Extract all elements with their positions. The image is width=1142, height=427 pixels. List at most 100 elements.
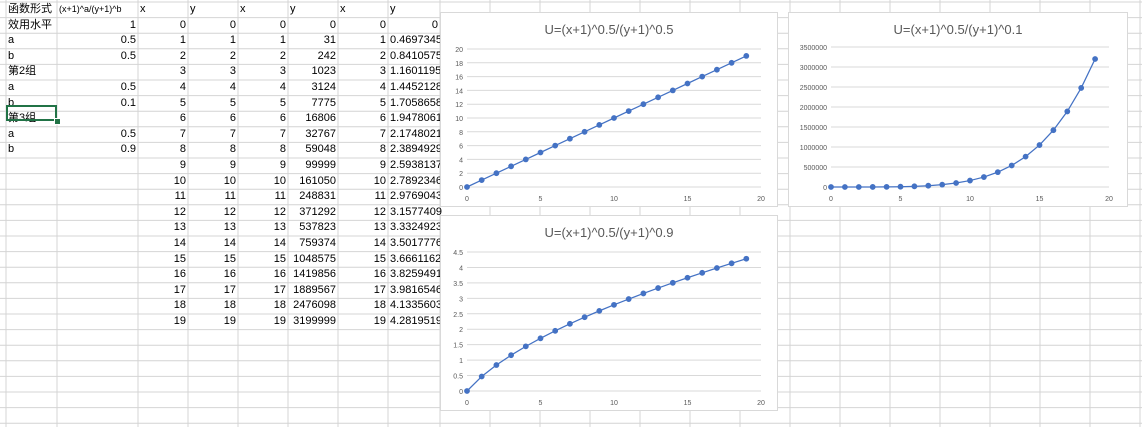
column-header-g[interactable]: x — [340, 3, 346, 15]
param-value[interactable]: 0.1 — [120, 96, 136, 109]
table-cell[interactable]: 5 — [379, 96, 386, 109]
table-cell[interactable]: 10 — [223, 174, 236, 187]
param-value[interactable]: 0.5 — [120, 49, 136, 62]
table-cell[interactable]: 16806 — [305, 112, 336, 125]
table-cell[interactable]: 13 — [223, 221, 236, 234]
column-header-h[interactable]: y — [390, 3, 396, 15]
table-cell[interactable]: 242 — [317, 49, 336, 62]
table-cell[interactable]: 8 — [279, 143, 286, 156]
table-cell[interactable]: 4.2819519 — [390, 315, 442, 327]
table-cell[interactable]: 17 — [373, 283, 386, 296]
table-cell[interactable]: 7 — [279, 127, 286, 140]
column-header-c[interactable]: x — [140, 3, 146, 15]
table-cell[interactable]: 31 — [323, 34, 336, 47]
table-cell[interactable]: 3 — [229, 65, 236, 78]
table-cell[interactable]: 0 — [379, 18, 386, 31]
table-cell[interactable]: 16 — [273, 268, 286, 281]
table-cell[interactable]: 13 — [373, 221, 386, 234]
table-cell[interactable]: 10 — [273, 174, 286, 187]
table-cell[interactable]: 14 — [373, 237, 386, 249]
param-label[interactable]: 第2组 — [8, 65, 37, 78]
table-cell[interactable]: 759374 — [299, 237, 336, 249]
table-cell[interactable]: 11 — [174, 190, 186, 203]
column-header-d[interactable]: y — [190, 3, 196, 15]
table-cell[interactable]: 5 — [179, 96, 186, 109]
table-cell[interactable]: 3 — [379, 65, 386, 78]
table-cell[interactable]: 12 — [373, 205, 386, 218]
table-cell[interactable]: 19 — [223, 315, 236, 327]
table-cell[interactable]: 6 — [379, 112, 386, 125]
table-cell[interactable]: 15 — [373, 252, 386, 265]
param-label[interactable]: 第3组 — [8, 112, 37, 125]
table-cell[interactable]: 1 — [179, 34, 186, 47]
table-cell[interactable]: 9 — [229, 159, 236, 171]
table-cell[interactable]: 2 — [379, 49, 386, 62]
table-cell[interactable]: 7775 — [311, 96, 336, 109]
table-cell[interactable]: 2.7892346 — [390, 174, 442, 187]
param-label[interactable]: b — [8, 143, 15, 156]
table-cell[interactable]: 3 — [279, 65, 286, 78]
table-cell[interactable]: 16 — [173, 268, 186, 281]
param-label[interactable]: b — [8, 96, 15, 109]
table-cell[interactable]: 18 — [223, 299, 236, 312]
table-cell[interactable]: 13 — [273, 221, 286, 234]
table-cell[interactable]: 59048 — [305, 143, 336, 156]
param-label[interactable]: a — [8, 34, 15, 47]
table-cell[interactable]: 9 — [279, 159, 286, 171]
table-cell[interactable]: 3.3324923 — [390, 221, 442, 234]
column-header-f[interactable]: y — [290, 3, 296, 15]
table-cell[interactable]: 11 — [274, 190, 286, 203]
table-cell[interactable]: 1419856 — [293, 268, 336, 281]
table-cell[interactable]: 3.9816546 — [390, 283, 442, 296]
table-cell[interactable]: 4 — [229, 81, 236, 93]
table-cell[interactable]: 7 — [229, 127, 236, 140]
table-cell[interactable]: 2 — [229, 49, 236, 62]
table-cell[interactable]: 17 — [223, 283, 236, 296]
table-cell[interactable]: 18 — [273, 299, 286, 312]
table-cell[interactable]: 3 — [179, 65, 186, 78]
table-cell[interactable]: 0.8410575 — [390, 49, 442, 62]
table-cell[interactable]: 4 — [179, 81, 186, 93]
table-cell[interactable]: 8 — [179, 143, 186, 156]
table-cell[interactable]: 6 — [229, 112, 236, 125]
table-cell[interactable]: 0 — [279, 18, 286, 31]
table-cell[interactable]: 17 — [273, 283, 286, 296]
table-cell[interactable]: 1.1601195 — [390, 65, 442, 78]
table-cell[interactable]: 0 — [329, 18, 336, 31]
table-cell[interactable]: 1 — [229, 34, 236, 47]
param-value[interactable]: 0.9 — [120, 143, 136, 156]
chart-b09[interactable]: U=(x+1)^0.5/(y+1)^0.9 0 0.5 1 1.5 2 2.5 3 3.5 4 4… — [440, 215, 778, 411]
table-cell[interactable]: 1.7058658 — [390, 96, 442, 109]
table-cell[interactable]: 15 — [173, 252, 186, 265]
table-cell[interactable]: 0 — [179, 18, 186, 31]
table-cell[interactable]: 3.1577409 — [390, 205, 442, 218]
table-cell[interactable]: 5 — [229, 96, 236, 109]
param-label[interactable]: b — [8, 49, 15, 62]
table-cell[interactable]: 4 — [379, 81, 386, 93]
table-cell[interactable]: 12 — [223, 205, 236, 218]
param-label[interactable]: a — [8, 127, 15, 140]
table-cell[interactable]: 19 — [173, 315, 186, 327]
table-cell[interactable]: 161050 — [299, 174, 336, 187]
table-cell[interactable]: 11 — [374, 190, 386, 203]
table-cell[interactable]: 0 — [431, 18, 438, 31]
table-cell[interactable]: 8 — [229, 143, 236, 156]
table-cell[interactable]: 32767 — [305, 127, 336, 140]
table-cell[interactable]: 7 — [379, 127, 386, 140]
table-cell[interactable]: 0 — [229, 18, 236, 31]
param-value[interactable]: 0.5 — [120, 127, 136, 140]
table-cell[interactable]: 15 — [223, 252, 236, 265]
table-cell[interactable]: 1.9478061 — [390, 112, 442, 125]
table-cell[interactable]: 4 — [279, 81, 286, 93]
chart-b01[interactable]: U=(x+1)^0.5/(y+1)^0.1 0 500000 1000000 1500… — [788, 12, 1128, 207]
table-cell[interactable]: 14 — [173, 237, 186, 249]
table-cell[interactable]: 1 — [279, 34, 286, 47]
table-cell[interactable]: 2.5938137 — [390, 159, 442, 171]
table-cell[interactable]: 2476098 — [293, 299, 336, 312]
param-value[interactable]: 0.5 — [120, 81, 136, 93]
param-value[interactable]: 1 — [129, 18, 136, 31]
table-cell[interactable]: 3124 — [311, 81, 336, 93]
table-cell[interactable]: 3.8259491 — [390, 268, 442, 281]
selected-cell[interactable] — [6, 105, 57, 121]
table-cell[interactable]: 8 — [379, 143, 386, 156]
